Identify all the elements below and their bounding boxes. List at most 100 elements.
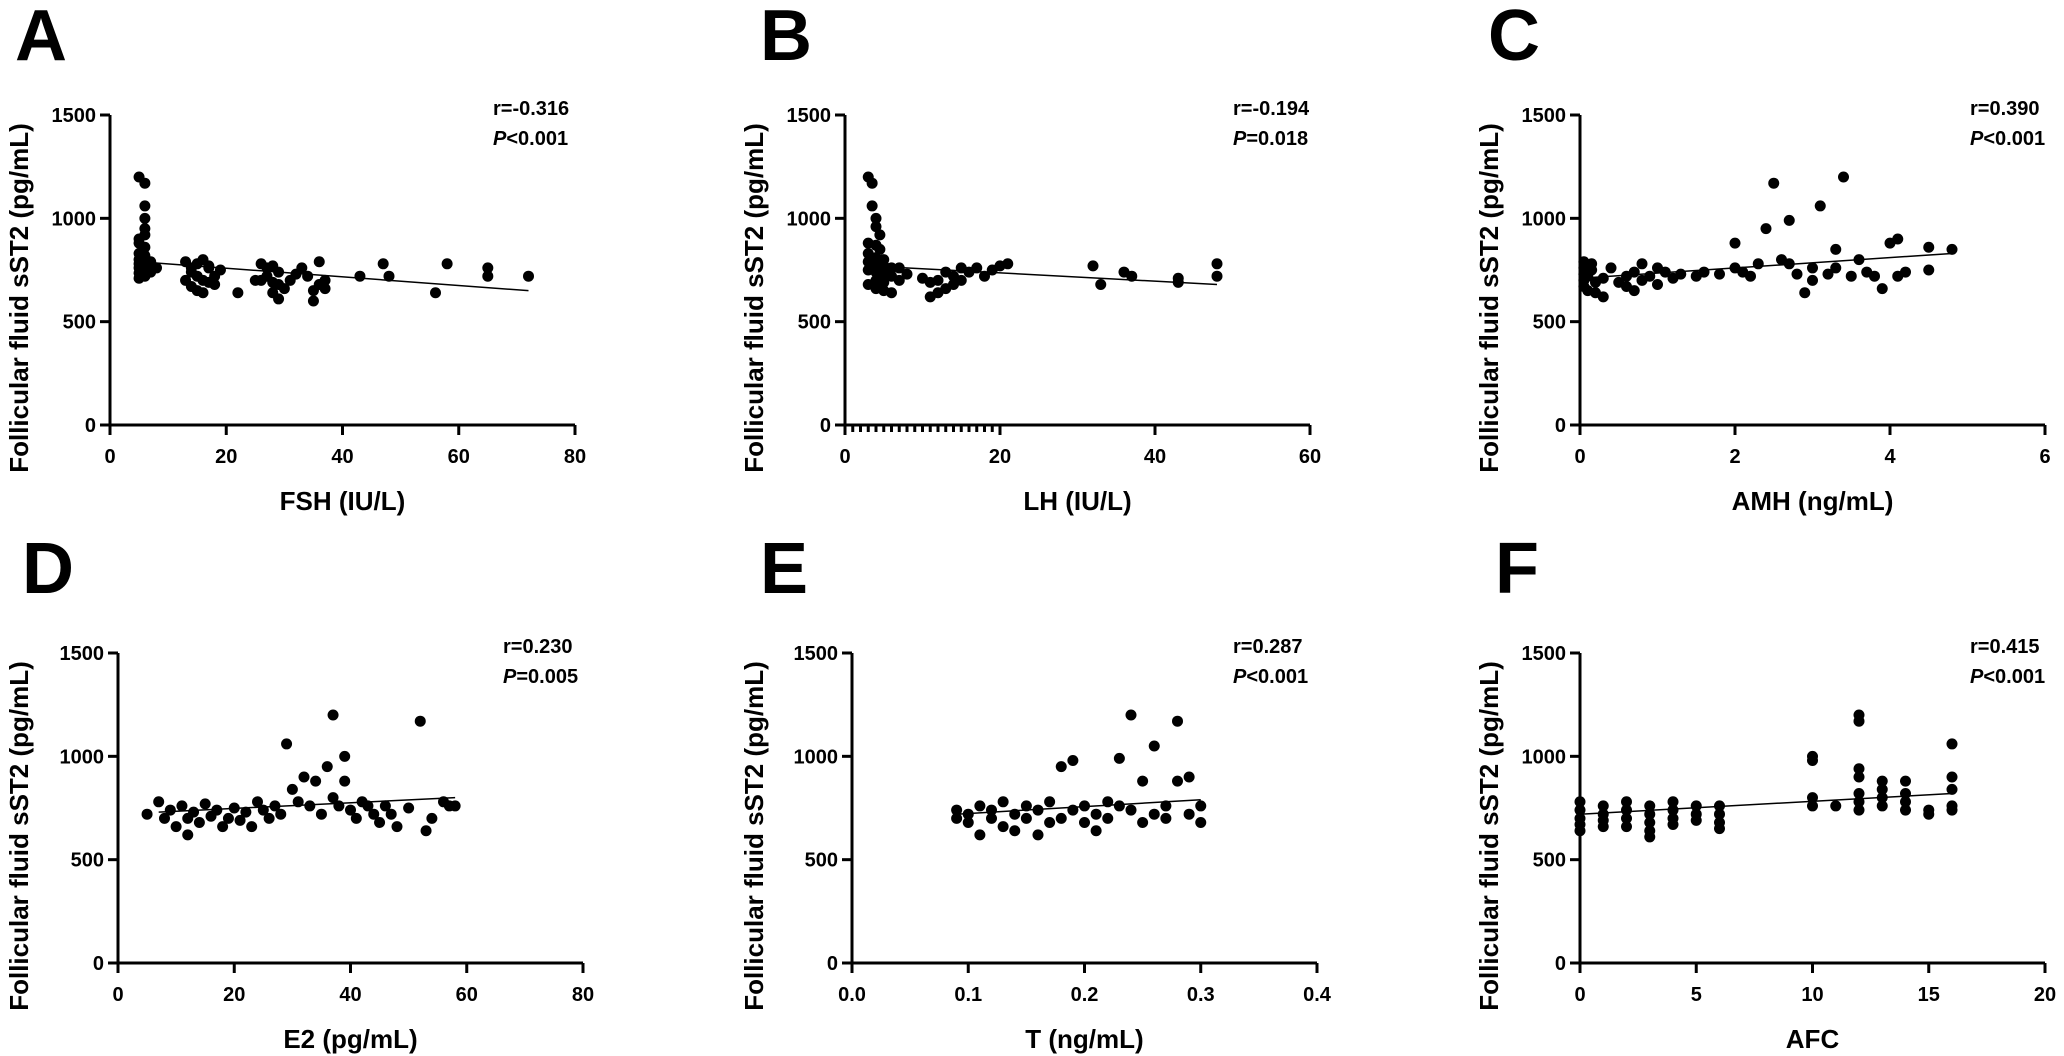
y-tick-label-e: 1000 (794, 746, 839, 768)
data-point-f (1597, 821, 1609, 833)
data-point-e (1067, 804, 1079, 816)
data-point-d (327, 792, 339, 804)
data-point-f (1690, 814, 1702, 826)
data-point-d (275, 808, 287, 820)
data-point-f (1597, 800, 1609, 812)
y-tick-label-d: 1000 (60, 746, 105, 768)
data-point-d (159, 812, 170, 824)
panel-letter-e: E (760, 529, 808, 609)
data-point-f (1853, 763, 1865, 775)
data-point-f (1853, 804, 1865, 816)
data-point-d (222, 812, 234, 824)
data-point-c (1714, 268, 1725, 280)
data-point-a (482, 262, 494, 274)
y-tick-label-f: 1000 (1522, 746, 1567, 768)
data-point-d (333, 800, 345, 812)
data-point-c (1644, 270, 1656, 282)
data-point-f (1807, 754, 1818, 766)
data-point-e (1148, 808, 1160, 820)
data-point-e (1020, 812, 1032, 824)
data-point-e (1079, 800, 1090, 812)
data-point-c (1791, 268, 1803, 280)
data-point-f (1830, 800, 1842, 812)
data-point-d (170, 821, 182, 833)
y-tick-label-a: 1000 (52, 208, 97, 230)
x-axis-label-c: AMH (ng/mL) (1732, 486, 1894, 516)
data-point-d (252, 796, 263, 808)
y-tick-label-b: 0 (820, 415, 831, 437)
stat-p-value-c: <0.001 (1983, 128, 2045, 150)
data-point-c (1923, 264, 1935, 276)
stat-p-value-b: =0.018 (1246, 128, 1308, 150)
data-point-d (217, 821, 229, 833)
data-point-b (955, 274, 967, 286)
data-point-d (368, 808, 380, 820)
data-point-b (932, 274, 944, 286)
x-tick-label-f: 15 (1918, 984, 1940, 1006)
data-point-e (1090, 825, 1102, 837)
data-point-d (257, 804, 269, 816)
data-point-e (1148, 740, 1160, 752)
data-point-e (1032, 804, 1044, 816)
panel-f: F 0 500 1000 1500 0 5 10 15 20 AFC Follicular fluid… (1474, 529, 2056, 1054)
data-point-d (414, 715, 426, 727)
data-point-f (1667, 804, 1679, 816)
x-tick-label-a: 80 (564, 446, 586, 468)
data-point-c (1605, 262, 1617, 274)
x-tick-label-d: 80 (572, 984, 594, 1006)
data-point-b (1095, 278, 1107, 290)
data-point-d (350, 812, 362, 824)
y-tick-label-a: 500 (63, 312, 96, 334)
data-point-f (1714, 808, 1725, 820)
data-point-f (1714, 823, 1725, 835)
data-point-e (1160, 800, 1172, 812)
data-point-e (1195, 800, 1207, 812)
data-point-c (1745, 270, 1756, 282)
data-point-c (1628, 285, 1640, 297)
data-point-b (1211, 270, 1223, 282)
data-point-d (426, 812, 438, 824)
data-point-a (319, 283, 331, 295)
data-point-f (1946, 804, 1958, 816)
data-point-f (1923, 808, 1935, 820)
data-point-d (420, 825, 432, 837)
y-tick-label-c: 1000 (1522, 208, 1567, 230)
y-tick-label-c: 1500 (1522, 105, 1567, 127)
y-tick-label-e: 500 (805, 850, 838, 872)
y-tick-label-e: 1500 (794, 643, 839, 665)
data-point-f (1876, 800, 1888, 812)
data-point-f (1900, 796, 1911, 808)
data-point-d (339, 750, 351, 762)
x-tick-label-f: 10 (1801, 984, 1823, 1006)
data-point-c (1652, 278, 1663, 290)
data-point-a (255, 274, 267, 286)
data-point-f (1621, 821, 1632, 833)
data-point-d (246, 821, 258, 833)
data-point-d (153, 796, 165, 808)
data-point-f (1690, 800, 1702, 812)
data-point-a (273, 293, 285, 305)
data-point-f (1574, 804, 1586, 816)
data-point-d (315, 808, 327, 820)
data-point-e (1137, 775, 1149, 787)
panel-d: D 0 500 1000 1500 0 20 40 60 80 E2 (pg/mL) Follicul… (4, 529, 594, 1054)
data-point-d (321, 761, 333, 773)
data-point-f (1946, 771, 1958, 783)
stat-r-b: r=-0.194 (1233, 98, 1310, 120)
data-point-a (139, 177, 151, 189)
x-tick-label-d: 40 (339, 984, 361, 1006)
data-point-d (281, 738, 293, 750)
data-point-f (1853, 771, 1865, 783)
data-point-d (298, 771, 310, 783)
regression-line-e (956, 798, 1201, 815)
y-axis-label-f: Follicular fluid sST2 (pg/mL) (1474, 661, 1504, 1011)
data-point-e (1195, 816, 1207, 828)
data-point-e (1183, 808, 1195, 820)
x-tick-label-e: 0.0 (838, 984, 866, 1006)
data-point-e (1160, 812, 1172, 824)
data-point-b (901, 268, 913, 280)
stat-p-f: P<0.001 (1970, 666, 2045, 688)
x-axis-label-a: FSH (IU/L) (280, 486, 406, 516)
data-point-c (1675, 268, 1687, 280)
data-point-a (296, 262, 308, 274)
